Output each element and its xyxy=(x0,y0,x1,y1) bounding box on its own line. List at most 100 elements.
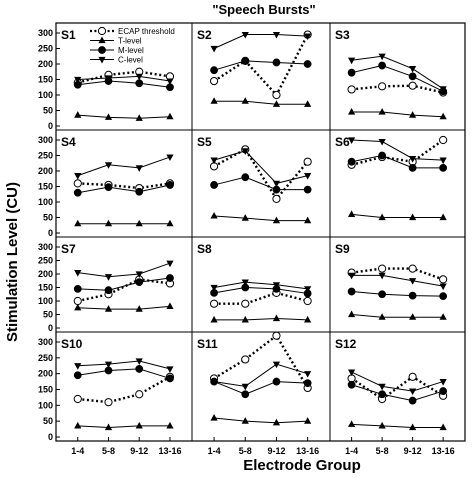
m-level-line xyxy=(351,65,444,92)
c-level-point xyxy=(348,369,356,377)
t-level-point xyxy=(348,108,356,115)
c-level-point xyxy=(409,66,417,73)
y-tick-label: 100 xyxy=(38,90,53,100)
y-tick-label: 200 xyxy=(38,369,53,379)
x-axis-title: Electrode Group xyxy=(243,457,361,474)
y-tick-label: 200 xyxy=(38,269,53,279)
t-level-point xyxy=(104,219,113,227)
t-level-point xyxy=(378,313,386,320)
panel-s1: S1 0 50 100 150 200 250 300 ECAP thresholdT-leve… xyxy=(38,26,175,131)
ecap-threshold-point xyxy=(378,264,387,273)
t-level-line xyxy=(214,318,308,321)
m-level-line xyxy=(351,384,444,402)
ecap-threshold-point xyxy=(439,135,448,145)
m-level-line xyxy=(351,154,444,169)
m-level-point xyxy=(135,278,144,287)
t-level-point xyxy=(378,108,386,115)
t-level-point xyxy=(409,423,417,431)
t-level-point xyxy=(241,97,249,104)
ecap-threshold-point xyxy=(209,76,219,86)
x-tick-label: 9-12 xyxy=(130,446,148,456)
legend-label: C-level xyxy=(118,56,143,65)
legend-marker xyxy=(98,36,106,44)
panel-s10: S10 0 50 100 150 200 250 300 1-4 5-8 9-12 13-16 xyxy=(38,337,182,456)
t-level-point xyxy=(241,315,249,323)
m-level-point xyxy=(272,58,281,67)
t-level-point xyxy=(74,421,82,429)
m-level-point xyxy=(408,164,417,172)
c-level-point xyxy=(166,154,174,162)
m-level-point xyxy=(104,286,113,295)
y-tick-label: 100 xyxy=(38,400,53,410)
t-level-point xyxy=(409,111,417,118)
c-level-point xyxy=(272,282,281,289)
y-tick-label: 300 xyxy=(38,242,53,252)
c-level-point xyxy=(272,361,281,369)
c-level-line xyxy=(77,262,171,278)
x-tick-label: 13-16 xyxy=(432,446,455,456)
m-level-point xyxy=(439,292,448,301)
m-level-point xyxy=(241,57,250,65)
panel-label: S2 xyxy=(197,28,212,42)
c-level-line xyxy=(351,371,444,392)
panel-s9: S9 xyxy=(335,242,448,320)
panel-s6: S6 xyxy=(335,135,448,221)
c-level-point xyxy=(304,173,312,180)
t-level-line xyxy=(351,423,444,428)
c-level-point xyxy=(348,57,356,65)
c-level-point xyxy=(241,279,249,287)
c-level-line xyxy=(213,34,308,49)
c-level-point xyxy=(135,358,143,365)
c-level-point xyxy=(104,361,113,369)
t-level-point xyxy=(135,219,143,227)
ecap-threshold-point xyxy=(73,296,82,306)
ecap-threshold-line xyxy=(213,333,309,389)
t-level-point xyxy=(104,423,113,431)
x-tick-label: 1-4 xyxy=(345,446,358,456)
m-level-point xyxy=(241,173,250,182)
m-level-point xyxy=(347,380,356,389)
panel-label: S1 xyxy=(61,28,76,42)
m-level-point xyxy=(378,61,387,70)
c-level-line xyxy=(77,360,171,370)
c-level-line xyxy=(213,281,308,290)
t-level-point xyxy=(409,313,417,320)
t-level-point xyxy=(439,112,447,120)
m-level-point xyxy=(439,387,448,395)
m-level-point xyxy=(166,374,174,383)
panel-label: S4 xyxy=(61,135,76,149)
t-level-point xyxy=(304,216,312,224)
c-level-line xyxy=(77,75,171,82)
panel-s8: S8 xyxy=(197,242,312,323)
m-level-point xyxy=(210,66,218,75)
c-level-point xyxy=(304,371,312,378)
t-level-line xyxy=(214,417,308,424)
c-level-point xyxy=(378,272,386,280)
y-tick-label: 100 xyxy=(38,197,53,207)
m-level-point xyxy=(135,187,144,196)
ecap-threshold-line xyxy=(77,278,171,303)
t-level-point xyxy=(378,421,386,429)
ecap-threshold-line xyxy=(214,291,308,305)
c-level-point xyxy=(210,157,218,165)
y-tick-label: 100 xyxy=(38,296,53,306)
m-level-point xyxy=(347,157,356,166)
t-level-line xyxy=(214,100,308,105)
t-level-point xyxy=(272,100,281,107)
m-level-point xyxy=(408,396,417,405)
t-level-point xyxy=(348,310,356,318)
y-tick-label: 0 xyxy=(48,323,53,333)
c-level-point xyxy=(409,388,417,396)
t-level-line xyxy=(351,213,444,218)
c-level-point xyxy=(348,272,356,280)
t-level-point xyxy=(210,97,218,104)
t-level-point xyxy=(166,302,174,309)
panel-label: S10 xyxy=(61,337,83,351)
t-level-point xyxy=(272,418,281,426)
c-level-point xyxy=(439,378,447,386)
t-level-point xyxy=(166,219,174,227)
ecap-threshold-line xyxy=(77,182,171,190)
ecap-threshold-point xyxy=(241,355,250,364)
